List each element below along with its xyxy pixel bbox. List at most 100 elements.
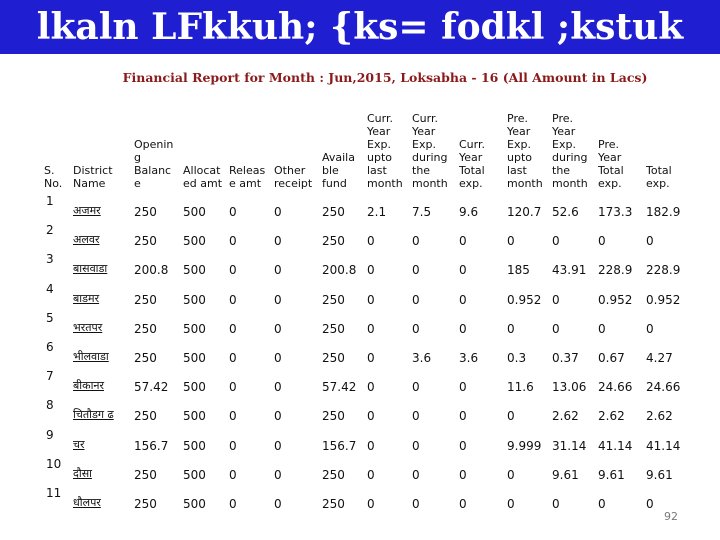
cell-pre-year-total: 0.67 [598, 351, 625, 365]
header-curr-year-exp-month: Curr. Year Exp. during the month [412, 112, 448, 190]
cell-other-receipt: 0 [274, 438, 282, 453]
cell-total-exp: 24.66 [646, 380, 681, 395]
cell-release-amt: 0 [229, 292, 237, 307]
cell-pre-year-exp-month: 0 [552, 292, 560, 307]
cell-pre-year-total: 24.66 [598, 380, 633, 395]
cell-release-amt: 0 [229, 205, 237, 219]
row-sno: 3 [46, 252, 54, 267]
cell-pre-year-exp-month: 0 [552, 321, 560, 336]
cell-opening-balance: 156.7 [134, 438, 169, 453]
table-row: 4 बाडमर 250 500 0 0 250 0 0 0 0.952 0 0.952 0.952 [0, 282, 720, 316]
cell-curr-year-total: 0 [459, 263, 467, 278]
cell-total-exp: 9.61 [646, 467, 673, 482]
cell-opening-balance: 250 [134, 234, 157, 249]
cell-available-fund: 156.7 [322, 438, 357, 453]
cell-pre-year-exp-month: 31.14 [552, 438, 587, 453]
cell-other-receipt: 0 [274, 321, 282, 336]
row-district-name: चर [73, 437, 85, 451]
cell-opening-balance: 250 [134, 321, 157, 336]
cell-release-amt: 0 [229, 438, 237, 453]
cell-release-amt: 0 [229, 467, 237, 482]
cell-allocated-amt: 500 [183, 467, 206, 482]
row-sno: 5 [46, 310, 54, 325]
cell-curr-year-exp-last: 0 [367, 292, 375, 307]
header-release-amt: Releas e amt [229, 164, 266, 190]
cell-pre-year-exp-month: 52.6 [552, 205, 579, 219]
header-pre-year-exp-month: Pre. Year Exp. during the month [552, 112, 588, 190]
cell-pre-year-total: 173.3 [598, 205, 633, 219]
cell-pre-year-exp-last: 0 [507, 321, 515, 336]
cell-allocated-amt: 500 [183, 380, 206, 395]
row-district-name: दौसा [73, 466, 92, 480]
header-other-receipt: Other receipt [274, 164, 313, 190]
row-district-name: चितौडग ढ [73, 408, 114, 422]
cell-total-exp: 4.27 [646, 351, 673, 365]
cell-available-fund: 57.42 [322, 380, 357, 395]
title-banner [0, 0, 720, 54]
cell-curr-year-exp-last: 0 [367, 234, 375, 249]
header-available-fund: Availa ble fund [322, 151, 355, 190]
header-opening-balance: Openin g Balanc e [134, 138, 174, 190]
cell-pre-year-exp-month: 0 [552, 497, 560, 511]
cell-curr-year-exp-last: 0 [367, 321, 375, 336]
cell-total-exp: 0 [646, 234, 654, 249]
cell-pre-year-exp-month: 13.06 [552, 380, 587, 395]
cell-allocated-amt: 500 [183, 321, 206, 336]
cell-pre-year-exp-last: 0 [507, 234, 515, 249]
cell-allocated-amt: 500 [183, 409, 206, 424]
row-district-name: भीलवाडा [73, 350, 109, 363]
cell-pre-year-exp-last: 11.6 [507, 380, 534, 395]
cell-curr-year-exp-month: 0 [412, 497, 420, 511]
header-total-exp: Total exp. [646, 164, 672, 190]
cell-available-fund: 250 [322, 351, 345, 365]
cell-curr-year-total: 0 [459, 234, 467, 249]
header-pre-year-exp-last: Pre. Year Exp. upto last month [507, 112, 543, 190]
cell-available-fund: 250 [322, 467, 345, 482]
cell-curr-year-exp-month: 0 [412, 321, 420, 336]
cell-other-receipt: 0 [274, 351, 282, 365]
page-title: lkaln LFkkuh; {ks= fodkl ;kstuk [36, 6, 684, 48]
cell-curr-year-exp-month: 0 [412, 263, 420, 278]
row-district-name: धौलपर [73, 496, 101, 509]
cell-curr-year-exp-month: 0 [412, 438, 420, 453]
cell-total-exp: 0 [646, 497, 654, 511]
cell-allocated-amt: 500 [183, 438, 206, 453]
row-sno: 7 [46, 369, 54, 384]
cell-other-receipt: 0 [274, 292, 282, 307]
cell-opening-balance: 250 [134, 467, 157, 482]
cell-curr-year-total: 3.6 [459, 351, 479, 365]
row-sno: 9 [46, 427, 54, 442]
cell-allocated-amt: 500 [183, 292, 206, 307]
cell-pre-year-total: 0 [598, 497, 606, 511]
cell-curr-year-total: 0 [459, 497, 467, 511]
cell-total-exp: 182.9 [646, 205, 681, 219]
cell-total-exp: 0.952 [646, 292, 681, 307]
cell-pre-year-exp-last: 0 [507, 409, 515, 424]
cell-available-fund: 200.8 [322, 263, 357, 278]
cell-opening-balance: 250 [134, 497, 157, 511]
row-district-name: बीकानर [73, 379, 105, 393]
cell-curr-year-exp-last: 0 [367, 497, 375, 511]
cell-curr-year-exp-month: 7.5 [412, 205, 432, 219]
cell-pre-year-exp-month: 2.62 [552, 409, 579, 424]
cell-other-receipt: 0 [274, 409, 282, 424]
cell-allocated-amt: 500 [183, 263, 206, 278]
cell-curr-year-exp-month: 0 [412, 292, 420, 307]
cell-available-fund: 250 [322, 205, 345, 219]
cell-pre-year-exp-month: 9.61 [552, 467, 579, 482]
report-subtitle: Financial Report for Month : Jun,2015, L… [122, 70, 648, 85]
cell-release-amt: 0 [229, 263, 237, 278]
cell-curr-year-total: 0 [459, 409, 467, 424]
cell-pre-year-exp-last: 9.999 [507, 438, 542, 453]
cell-pre-year-total: 0 [598, 234, 606, 249]
cell-opening-balance: 250 [134, 292, 157, 307]
cell-curr-year-exp-last: 0 [367, 467, 375, 482]
row-sno: 4 [46, 281, 54, 296]
row-sno: 11 [46, 486, 62, 500]
cell-opening-balance: 250 [134, 409, 157, 424]
cell-pre-year-total: 2.62 [598, 409, 625, 424]
header-curr-year-total: Curr. Year Total exp. [459, 138, 485, 190]
cell-opening-balance: 200.8 [134, 263, 169, 278]
cell-available-fund: 250 [322, 321, 345, 336]
row-sno: 2 [46, 223, 54, 238]
